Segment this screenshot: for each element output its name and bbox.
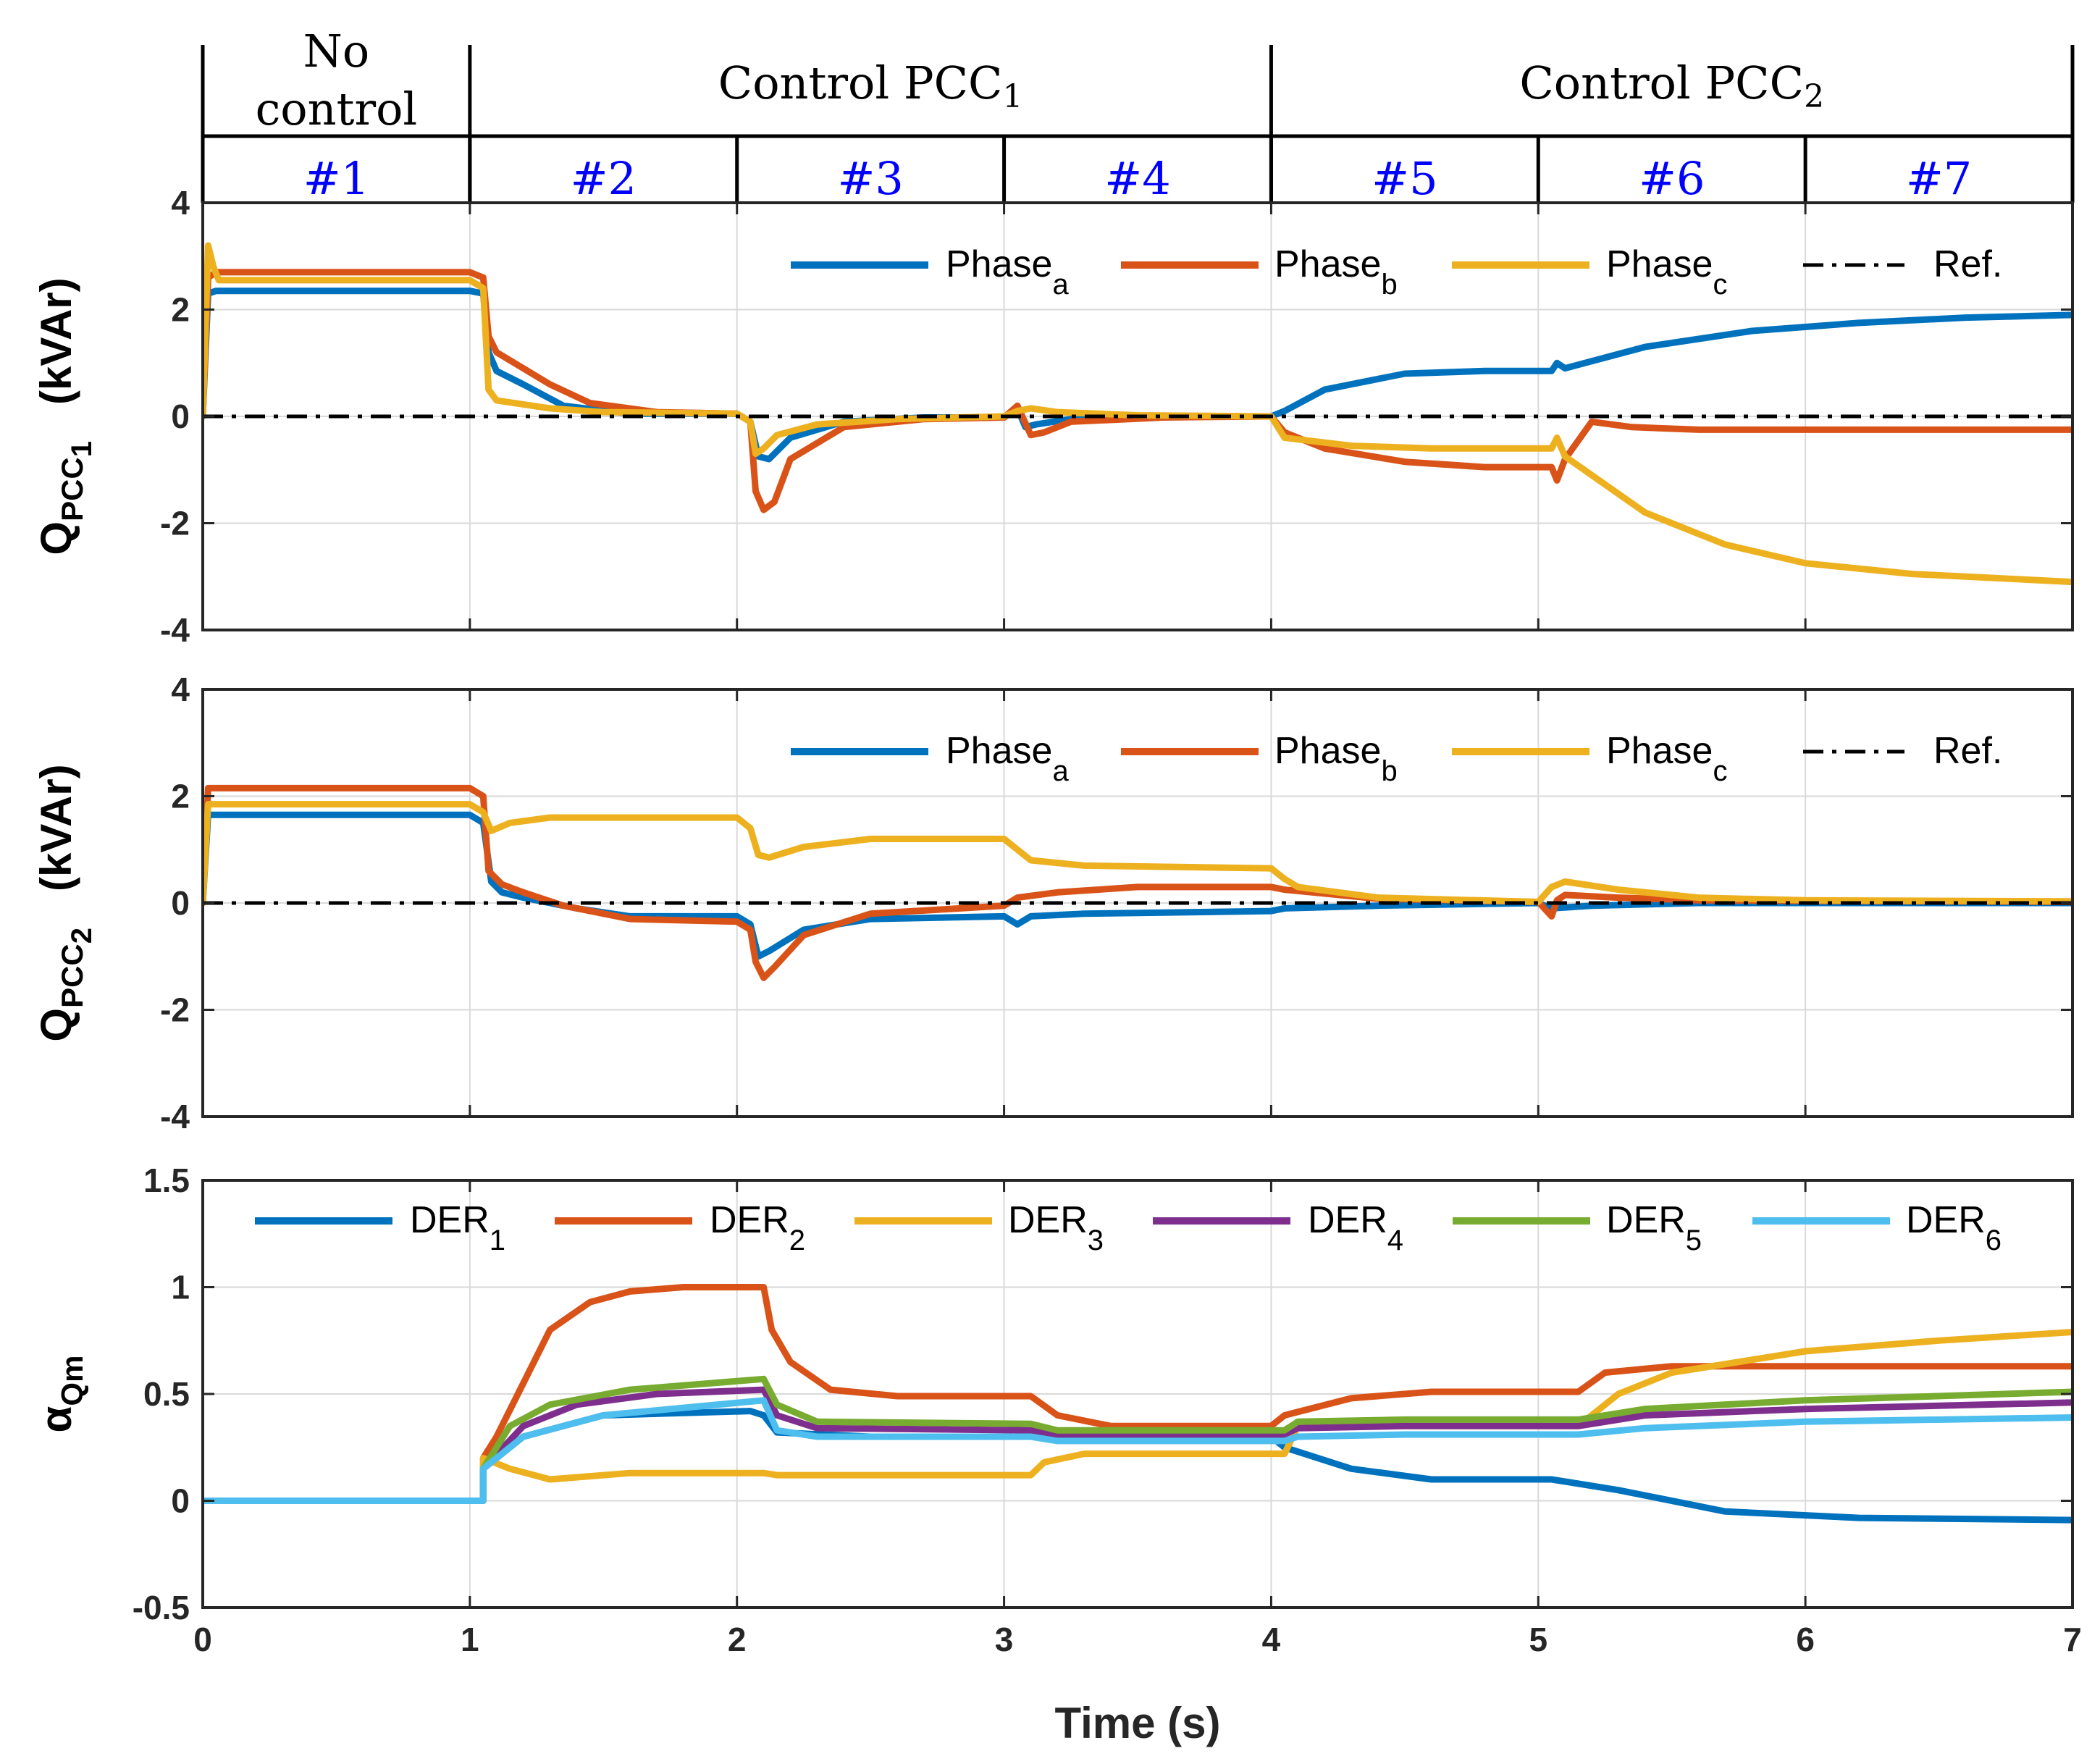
series-line-der-3	[203, 1329, 2072, 1504]
interval-label: #2	[571, 152, 637, 205]
legend-label: DER2	[710, 1199, 805, 1256]
x-tick-label: 4	[1262, 1621, 1281, 1658]
interval-label: #3	[837, 152, 903, 205]
y-tick-label: 2	[171, 291, 190, 329]
header-group-label: Control PCC1	[718, 56, 1023, 115]
legend-label: Phaseb	[1274, 243, 1398, 301]
legend: Phasea Phaseb Phasec Ref.	[791, 243, 2002, 301]
x-tick-label: 3	[995, 1621, 1014, 1658]
y-tick-label: 0	[171, 884, 190, 922]
x-tick-label: 7	[2063, 1621, 2082, 1658]
y-tick-label: -4	[160, 611, 190, 649]
interval-label: #5	[1372, 152, 1437, 205]
legend-label: DER3	[1008, 1199, 1104, 1256]
interval-label: #7	[1906, 152, 1972, 205]
y-axis-label: αQm	[32, 1356, 89, 1433]
y-tick-label: -0.5	[133, 1589, 190, 1626]
x-tick-label: 0	[193, 1621, 212, 1658]
interval-label: #4	[1104, 152, 1170, 205]
chart-panel-pcc2: -4 -2 0 2 4 QPCC2 (kVAr) Phasea Phaseb Phasec Ref…	[32, 671, 2074, 1135]
legend-label: DER6	[1906, 1199, 2002, 1256]
legend: DER1 DER2 DER3 DER4 DER5 DER6	[255, 1199, 2002, 1256]
legend-label: Phasec	[1606, 730, 1727, 787]
y-axis-label: QPCC1 (kVAr)	[32, 277, 98, 555]
series-line-phase-b	[203, 784, 2072, 981]
legend-label: DER4	[1308, 1199, 1403, 1256]
y-tick-label: 4	[171, 184, 190, 222]
interval-label: #6	[1639, 152, 1705, 205]
y-tick-label: 1	[171, 1269, 190, 1306]
legend-label: Ref.	[1933, 243, 2002, 285]
y-tick-label: 2	[171, 778, 190, 815]
series-line-der-5	[203, 1375, 2072, 1504]
y-tick-label: 1.5	[143, 1162, 190, 1199]
series-line-der-2	[203, 1284, 2072, 1504]
series-line-phase-c	[203, 801, 2072, 907]
series-line-phase-c	[203, 242, 2072, 586]
y-tick-label: 0.5	[143, 1375, 190, 1413]
y-tick-label: -2	[160, 991, 190, 1029]
legend-label: DER1	[410, 1199, 505, 1256]
y-tick-label: 0	[171, 1482, 190, 1520]
header-group-label-line2: control	[256, 83, 418, 135]
y-axis-label: QPCC2 (kVAr)	[32, 764, 98, 1041]
legend-label: Ref.	[1933, 730, 2002, 772]
x-tick-label: 5	[1529, 1621, 1547, 1658]
x-axis-label: Time (s)	[1055, 1699, 1221, 1747]
x-tick-label: 6	[1796, 1621, 1815, 1658]
y-tick-label: 4	[171, 671, 190, 708]
interval-label: #1	[303, 152, 369, 205]
y-tick-label: 0	[171, 398, 190, 435]
legend-label: Phasea	[946, 730, 1069, 787]
legend-label: Phasea	[946, 243, 1069, 301]
y-tick-label: -4	[160, 1098, 190, 1135]
legend-label: DER5	[1606, 1199, 1702, 1256]
header-group-label: No	[303, 25, 370, 77]
header-group-label: Control PCC2	[1519, 56, 1824, 115]
interval-header: No control Control PCC1 Control PCC2 #1 #2 #3 #…	[201, 25, 2075, 205]
legend: Phasea Phaseb Phasec Ref.	[791, 730, 2002, 787]
y-tick-label: -2	[160, 505, 190, 542]
series-line-der-6	[203, 1397, 2072, 1504]
legend-label: Phaseb	[1274, 730, 1398, 787]
series-line-der-4	[203, 1386, 2072, 1504]
x-tick-label: 2	[728, 1621, 747, 1658]
x-tick-label: 1	[461, 1621, 479, 1658]
legend-label: Phasec	[1606, 243, 1727, 301]
chart-panel-pcc1: -4 -2 0 2 4 QPCC1 (kVAr) Phasea Phaseb Phasec Ref…	[32, 184, 2074, 649]
